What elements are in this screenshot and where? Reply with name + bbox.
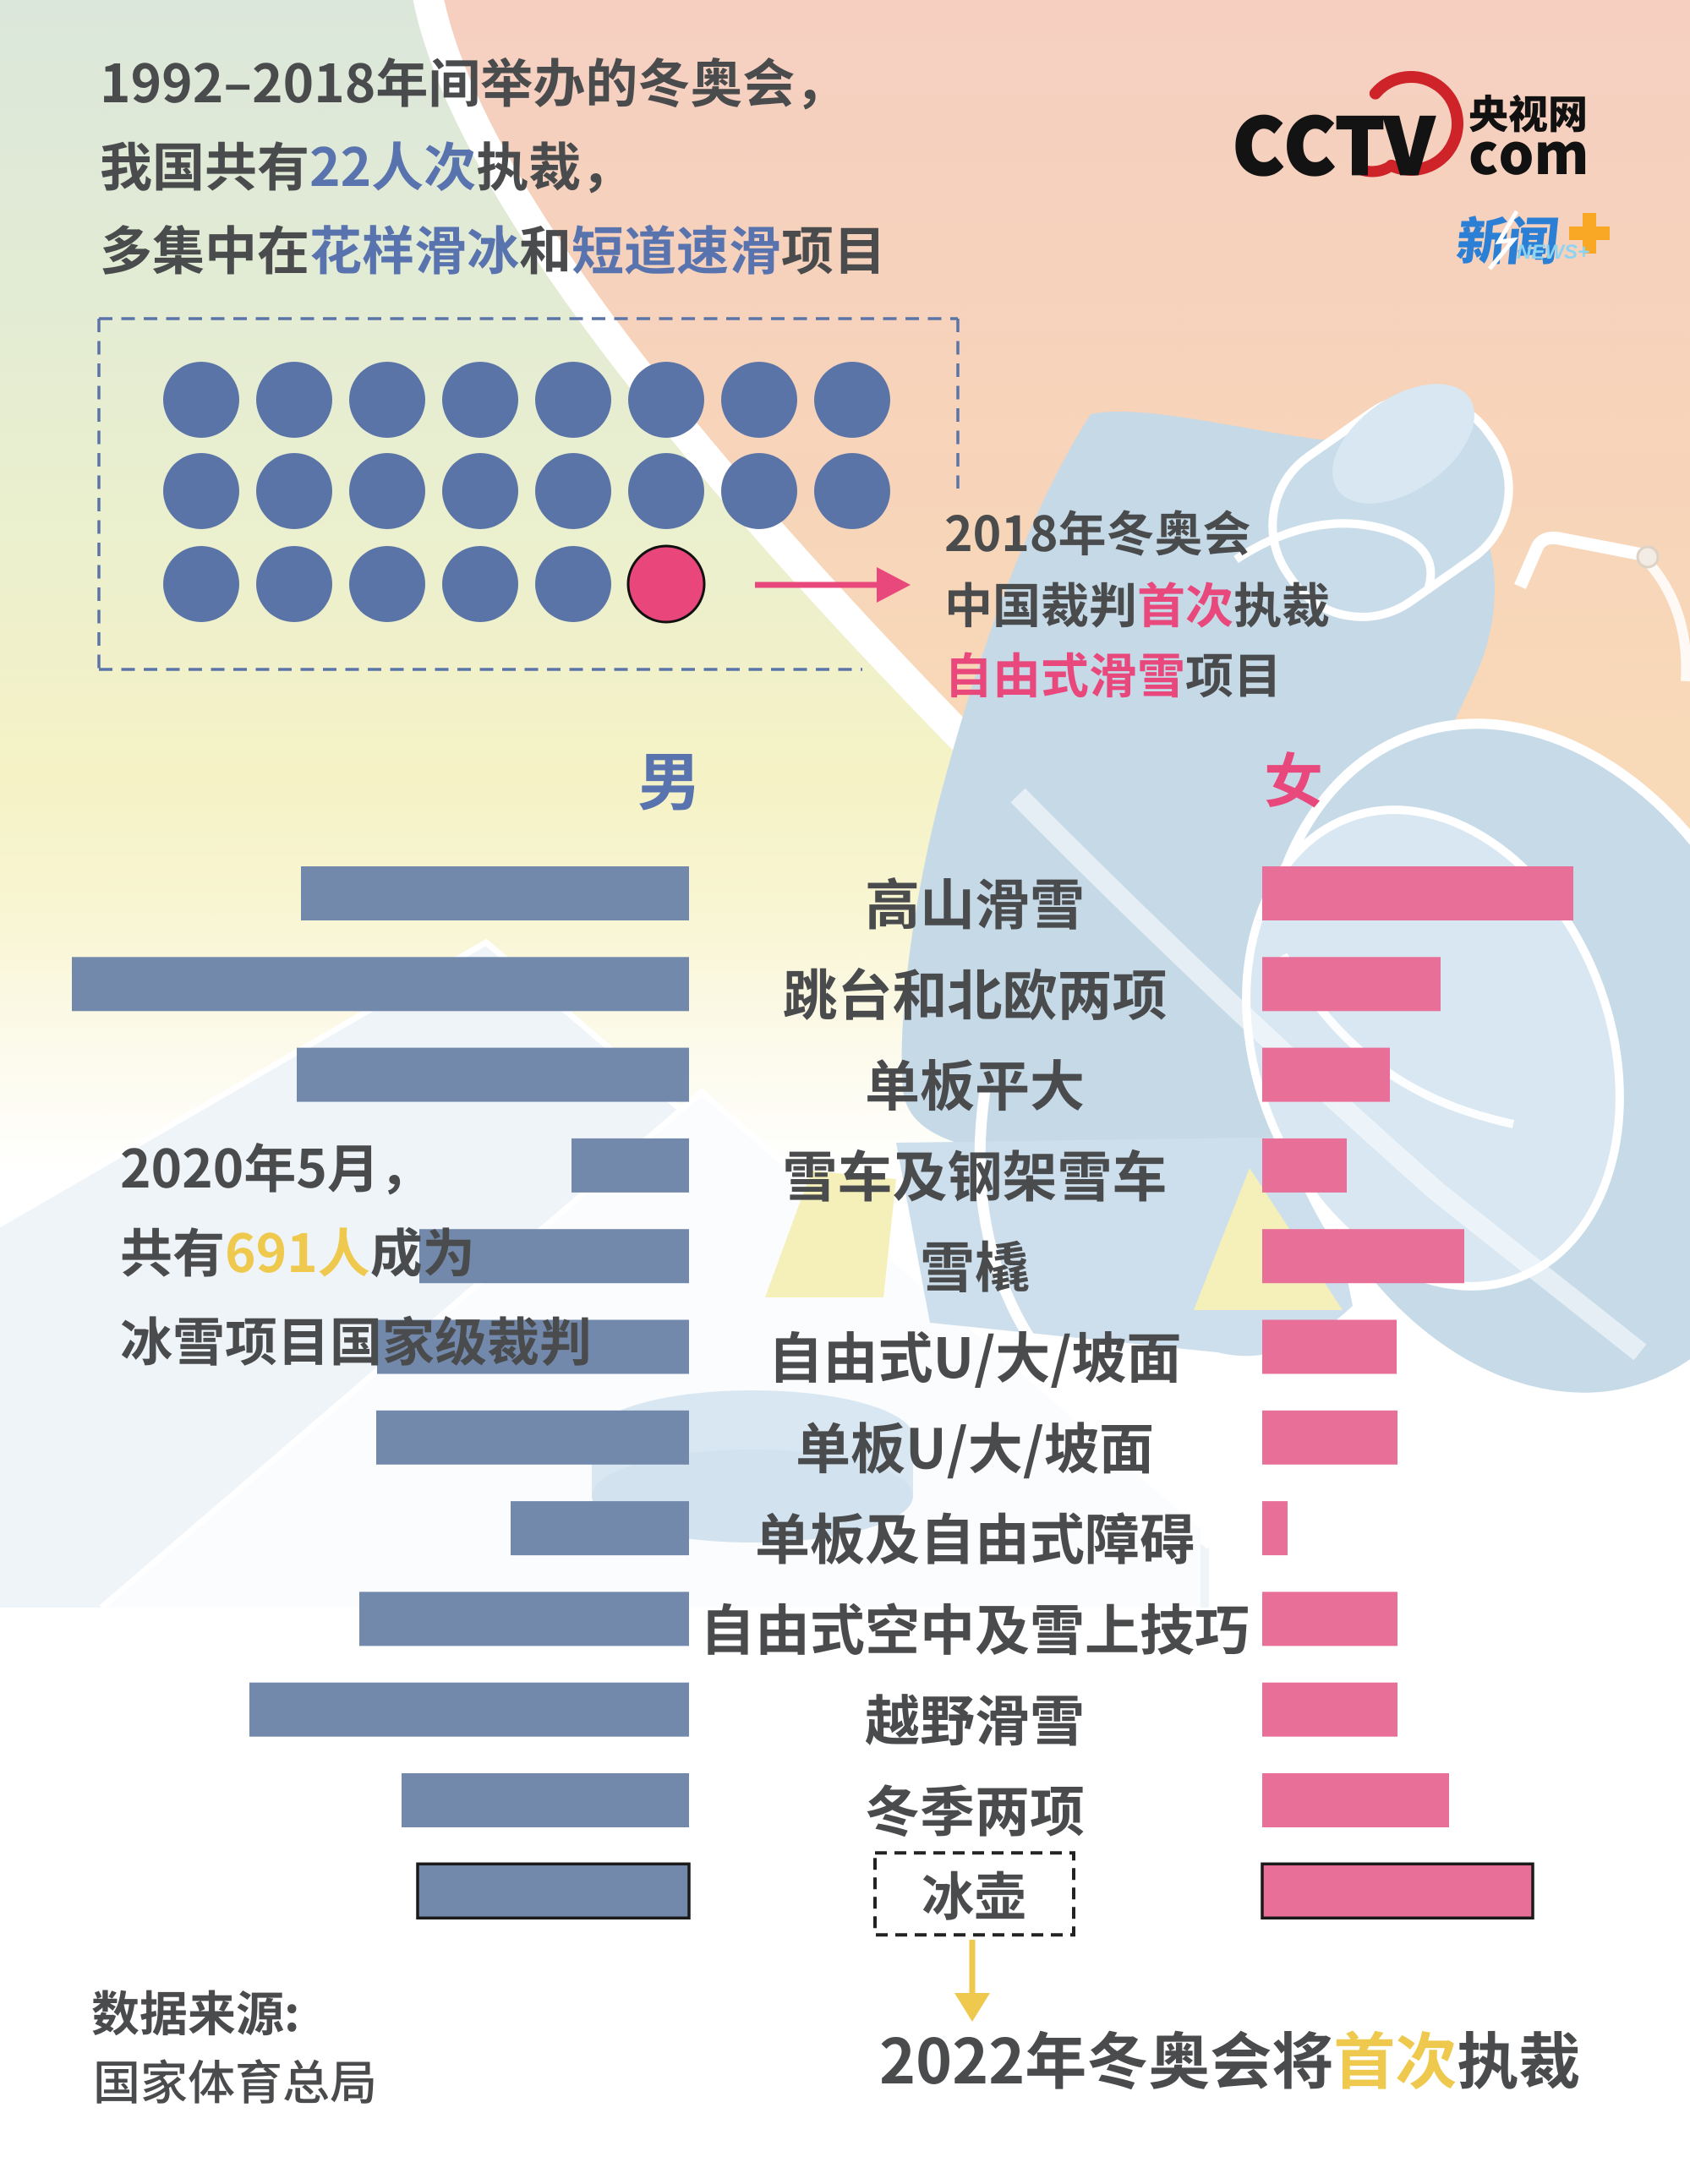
svg-text:NEWS+: NEWS+: [1517, 241, 1589, 264]
